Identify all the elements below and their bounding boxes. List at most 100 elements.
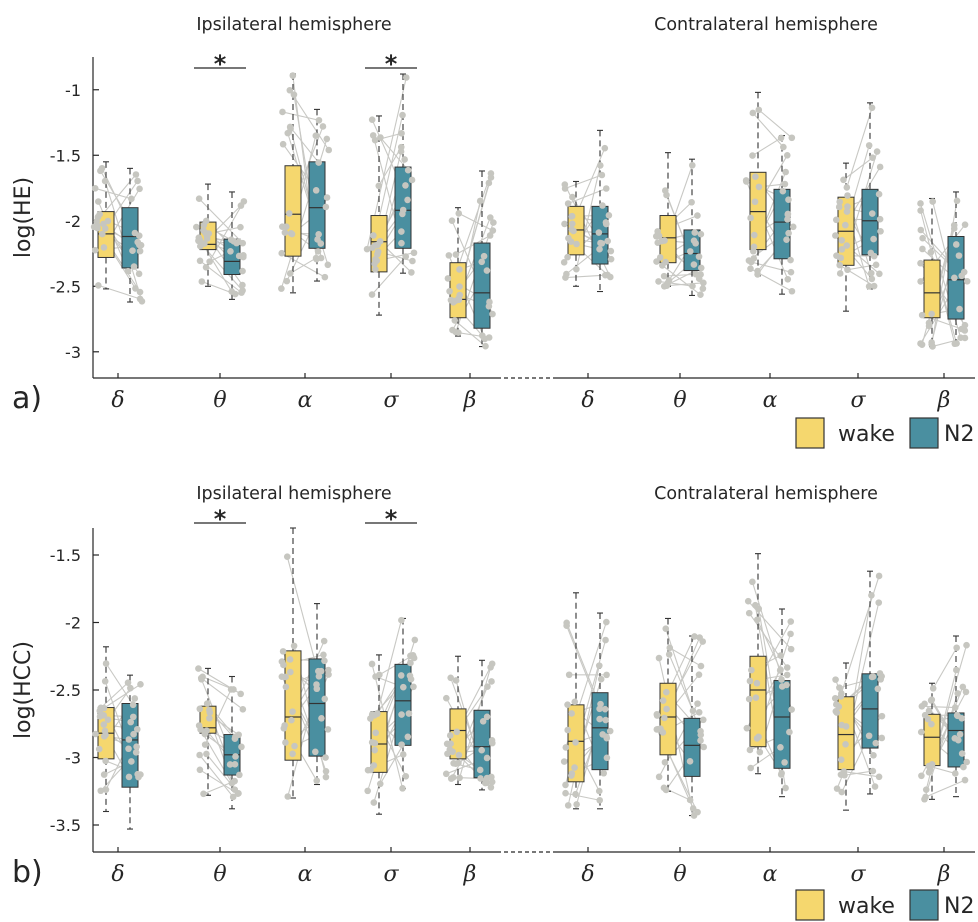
subject-dot: [287, 230, 295, 237]
subject-dot: [289, 72, 297, 79]
subject-dot: [364, 766, 372, 774]
subject-dot: [486, 298, 493, 306]
subject-dot: [228, 288, 236, 295]
subject-dot: [124, 267, 132, 275]
subject-dot: [573, 265, 580, 273]
subject-dot: [573, 801, 580, 808]
subject-dot: [870, 235, 877, 243]
subject-dots: [560, 144, 615, 281]
subject-dot: [325, 666, 332, 674]
subject-dot: [195, 665, 202, 672]
subject-dot: [571, 764, 578, 771]
subject-dot: [663, 688, 670, 696]
subject-dot: [203, 700, 211, 707]
subject-dot: [833, 701, 840, 708]
subject-dot: [564, 726, 571, 734]
subject-dot: [954, 690, 961, 697]
subject-dot: [563, 622, 570, 630]
subject-dot: [398, 228, 405, 235]
subject-dot: [699, 638, 707, 645]
subject-dot: [865, 732, 873, 740]
subject-dot: [689, 707, 697, 715]
subject-dot: [322, 768, 330, 775]
subject-dot: [661, 714, 668, 722]
subject-dot: [917, 728, 925, 736]
subject-dot: [961, 776, 969, 784]
subject-dot: [100, 704, 108, 712]
subject-dot: [749, 152, 756, 159]
subject-dot: [925, 707, 933, 715]
category-label: θ: [673, 862, 686, 887]
subject-dot: [747, 764, 754, 772]
subject-dot: [399, 206, 407, 214]
subject-dot: [318, 714, 325, 722]
subject-line: [205, 201, 245, 268]
subject-dot: [320, 637, 328, 645]
subject-dot: [783, 664, 791, 671]
box-body: [749, 171, 767, 251]
subject-dot: [689, 805, 697, 812]
subject-dot: [449, 299, 457, 306]
subject-dot: [411, 636, 419, 644]
category-label: σ: [850, 388, 866, 413]
subject-dot: [280, 724, 288, 732]
subject-dot: [282, 683, 290, 691]
subject-dot: [601, 144, 609, 152]
subject-dot: [876, 670, 884, 677]
subject-dot: [963, 278, 971, 285]
subject-dot: [371, 242, 379, 249]
subject-dot: [135, 773, 142, 781]
panel-1: -1.5 -2 -2.5 -3 -3.5 log(HCC) b) Ipsilateral he…: [11, 484, 975, 921]
subject-dot: [405, 710, 413, 717]
subject-dot: [315, 159, 322, 166]
subject-dot: [837, 693, 845, 700]
subject-dot: [959, 683, 967, 691]
subject-dot: [286, 86, 294, 94]
subject-dot: [573, 240, 580, 248]
subject-dot: [697, 271, 704, 278]
subject-dot: [92, 730, 99, 738]
subject-dot: [831, 694, 839, 702]
subject-dot: [953, 666, 960, 674]
subject-dot: [488, 778, 496, 786]
subject-dot: [842, 221, 849, 229]
subject-dot: [290, 642, 298, 650]
subject-dot: [200, 227, 207, 234]
subject-dot: [602, 716, 609, 724]
subject-dot: [101, 727, 109, 735]
subject-dot: [206, 714, 213, 722]
subject-dot: [597, 162, 604, 169]
subject-dot: [953, 644, 960, 652]
subject-dot: [446, 732, 454, 739]
subject-dot: [397, 672, 405, 679]
subject-dot: [398, 130, 405, 137]
subject-dot: [781, 180, 789, 188]
subject-dot: [957, 334, 965, 341]
subject-dot: [844, 266, 851, 274]
panel-0: -1 -1.5 -2 -2.5 -3 log(HE) a) Ipsilateral hemis…: [11, 15, 975, 449]
subject-dot: [925, 322, 933, 330]
subject-dot: [489, 227, 497, 234]
subject-line: [454, 319, 486, 347]
subject-dot: [239, 281, 246, 289]
subject-dot: [484, 683, 491, 690]
subject-dot: [659, 729, 667, 736]
subject-dot: [443, 694, 450, 702]
subject-dot: [402, 74, 410, 81]
subject-dot: [404, 166, 412, 174]
subject-dot: [951, 770, 959, 777]
subject-dot: [231, 735, 239, 742]
subject-dot: [237, 690, 244, 698]
subject-dot: [196, 257, 204, 265]
subject-dot: [313, 255, 320, 263]
subject-dot: [315, 673, 323, 680]
subject-dot: [692, 240, 699, 247]
subject-dot: [603, 671, 610, 679]
subject-dot: [94, 224, 101, 232]
subject-dots: [92, 660, 144, 795]
subject-dot: [928, 310, 935, 318]
subject-dot: [453, 728, 461, 736]
subject-dot: [832, 707, 840, 715]
hemisphere-title: Ipsilateral hemisphere: [196, 484, 391, 504]
subject-line: [925, 779, 966, 798]
